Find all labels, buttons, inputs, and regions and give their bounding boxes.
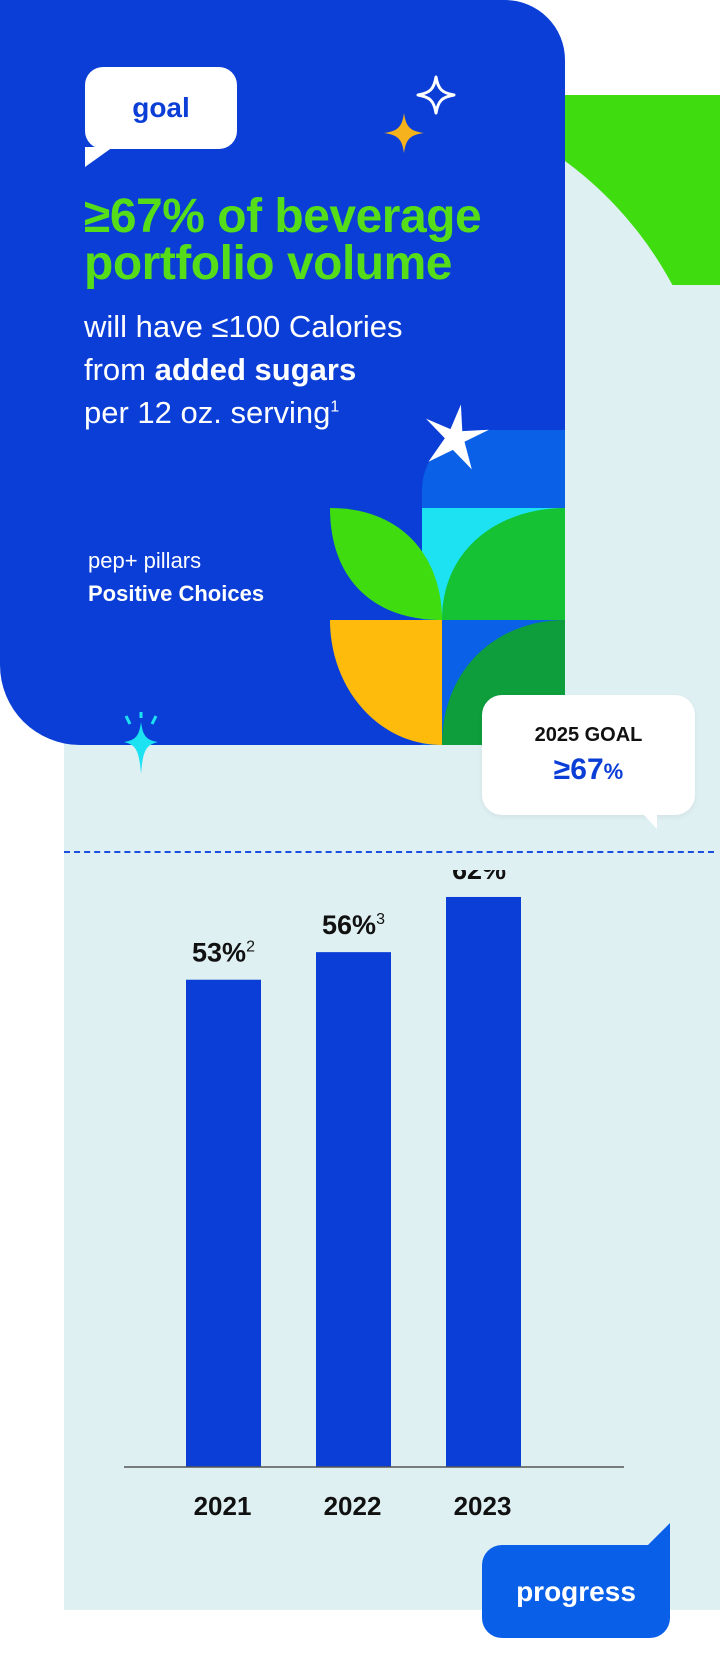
goal-description-line-1: will have ≤100 Calories: [84, 309, 403, 344]
goal-callout-unit: %: [603, 758, 624, 784]
leaf-artwork: [330, 404, 565, 745]
bar-2022: [316, 952, 391, 1467]
goal-callout-title: 2025 GOAL: [534, 723, 643, 746]
pillars-value: Positive Choices: [88, 581, 265, 606]
pillars-label: pep+ pillars: [88, 548, 202, 573]
x-tick-label-2022: 2022: [324, 1491, 382, 1521]
goal-callout: 2025 GOAL ≥67%: [482, 695, 695, 829]
value-label-2023: 62%4: [452, 870, 515, 885]
bar-2023: [446, 896, 521, 1467]
value-label-2021: 53%2: [192, 938, 255, 968]
footnote-1: 1: [330, 398, 340, 416]
goal-description: will have ≤100 Calories from added sugar…: [84, 305, 544, 434]
progress-tab: progress: [482, 1523, 670, 1638]
green-corner-decoration: [555, 95, 720, 285]
goal-description-prefix: from: [84, 352, 155, 387]
goal-headline: ≥67% of beverage portfolio volume: [84, 190, 482, 290]
bar-2021: [186, 979, 261, 1467]
value-label-2022: 56%3: [322, 910, 385, 940]
goal-badge-label: goal: [132, 92, 190, 123]
x-tick-label-2021: 2021: [194, 1491, 252, 1521]
goal-description-line-3: per 12 oz. serving1: [84, 391, 544, 434]
goal-description-line-2: from added sugars: [84, 348, 544, 391]
goal-card: goal ≥67% of beverage portfolio volume w…: [0, 0, 565, 745]
goal-callout-value: ≥67%: [554, 753, 623, 787]
progress-bar-chart: 53%2 2021 56%3 2022 62%4 2023: [124, 870, 624, 1521]
goal-reference-line: [64, 851, 714, 853]
cyan-sparkle-icon: [124, 712, 158, 774]
star-burst-icon: [425, 404, 489, 470]
sparkle-icon: [384, 75, 456, 153]
goal-callout-number: ≥67: [553, 752, 604, 786]
goal-badge: goal: [85, 67, 237, 167]
x-tick-label-2023: 2023: [454, 1491, 512, 1521]
goal-description-serving: per 12 oz. serving: [84, 395, 331, 430]
goal-description-bold: added sugars: [154, 352, 357, 387]
progress-tab-label: progress: [516, 1575, 636, 1607]
